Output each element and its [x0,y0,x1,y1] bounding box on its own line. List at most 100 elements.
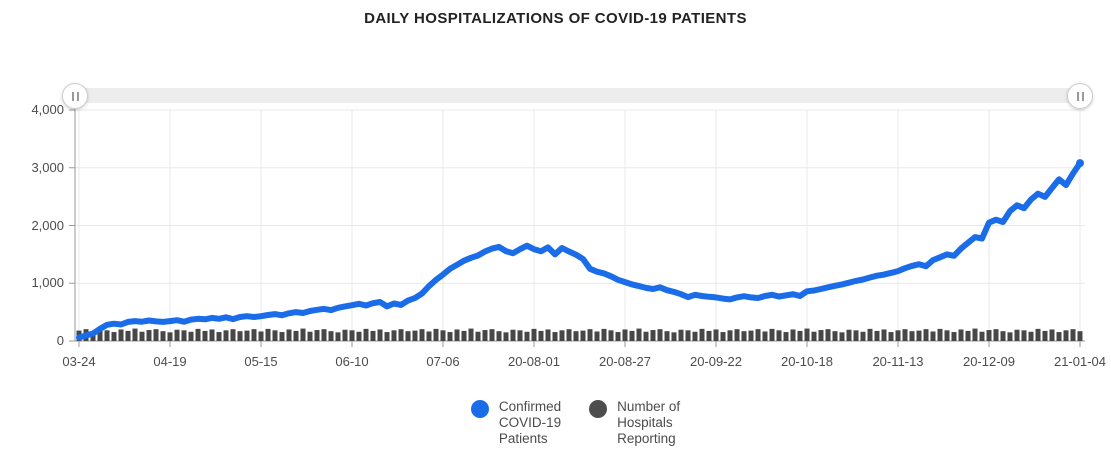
hospitals-bar [601,328,607,341]
legend: Confirmed COVID-19 Patients Number of Ho… [0,399,1111,447]
hospitals-bar [678,329,684,341]
hospitals-bar [104,330,110,341]
hospitals-bar [461,330,467,341]
range-slider-handle-left[interactable] [62,83,88,109]
legend-label-hospitals: Number of Hospitals Reporting [617,399,681,446]
hospitals-bar [482,330,488,341]
hospitals-bar [664,331,670,341]
range-slider-handle-right[interactable] [1067,83,1093,109]
hospitals-bar [748,330,754,341]
hospitals-bar [300,328,306,341]
hospitals-bar [342,329,348,341]
grip-icon [71,91,74,101]
hospitals-bar [944,330,950,341]
hospitals-bar [573,331,579,341]
grip-icon [76,91,79,101]
hospitals-bar [846,329,852,341]
hospitals-bar [391,330,397,341]
hospitals-bar [874,330,880,341]
range-slider-track[interactable] [75,88,1081,103]
hospitals-bar [293,330,299,341]
hospitals-bar [433,328,439,341]
hospitals-bar [202,330,208,341]
hospitals-series-marker-icon [589,400,608,418]
hospitals-bar [412,330,418,341]
hospitals-bar [377,329,383,341]
hospitals-bar [1063,330,1069,341]
hospitals-bar [825,329,831,341]
hospitals-bar [181,330,187,341]
hospitals-bar [489,329,495,341]
hospitals-bar [769,328,775,341]
hospitals-bar [713,329,719,341]
hospitals-bar [916,330,922,341]
hospitals-bar [699,328,705,341]
hospitals-bar [132,328,138,341]
hospitals-bar [1021,330,1027,341]
hospitals-bar [510,329,516,341]
hospitals-bar [629,330,635,341]
hospitals-bar [321,329,327,341]
hospitals-bar [559,330,565,341]
hospitals-bar [818,330,824,341]
hospitals-bar [517,330,523,341]
hospitals-bar [671,332,677,341]
hospitals-bar [1070,329,1076,341]
hospitals-bar [545,329,551,341]
hospitals-bar [650,330,656,341]
hospitals-bar [860,331,866,341]
hospitals-bar [762,331,768,341]
hospitals-bar [636,328,642,341]
hospitals-bar [615,332,621,341]
hospitals-bar [97,328,103,341]
hospitals-bar [1014,329,1020,341]
hospitals-bar [223,330,229,341]
hospitals-bar [398,329,404,341]
hospitals-bar [349,330,355,341]
hospitals-bar [174,329,180,341]
hospitals-bar [370,330,376,341]
hospitals-bar [741,331,747,341]
legend-label-confirmed: Confirmed COVID-19 Patients [498,399,562,446]
hospitals-bar [440,330,446,341]
hospitals-bar [790,329,796,341]
hospitals-bar [153,329,159,341]
hospitals-bar [706,330,712,341]
hospitals-bar [328,331,334,341]
legend-item-confirmed[interactable]: Confirmed COVID-19 Patients [470,399,562,447]
hospitals-bar [811,331,817,341]
hospitals-bar [895,330,901,341]
hospitals-bar [1035,328,1041,341]
hospitals-bar [888,332,894,341]
hospitals-bar [146,330,152,341]
hospitals-bar [685,330,691,341]
hospitals-bar [1049,329,1055,341]
hospitals-bar [454,329,460,341]
hospitals-bar [986,330,992,341]
legend-item-hospitals[interactable]: Number of Hospitals Reporting [589,399,680,447]
hospitals-bar [167,332,173,341]
hospitals-bar [727,330,733,341]
hospitals-bar [335,332,341,341]
hospitals-bar [524,331,530,341]
hospitals-bar [1056,332,1062,341]
grip-icon [1081,91,1084,101]
hospitals-bar [804,328,810,341]
hospitals-bar [503,332,509,341]
hospitals-bar [797,330,803,341]
hospitals-bar [972,328,978,341]
hospitals-bar [237,331,243,341]
hospitals-bar [692,331,698,341]
hospitals-bar [118,329,124,341]
chart-title: DAILY HOSPITALIZATIONS OF COVID-19 PATIE… [364,10,747,27]
hospitals-bar [279,332,285,341]
hospitals-bar [496,331,502,341]
hospitals-bar [111,332,117,341]
hospitals-bar [244,330,250,341]
hospitals-bar [314,330,320,341]
hospitals-bar [1007,332,1013,341]
hospitals-bar [720,332,726,341]
hospitals-bar [979,331,985,341]
hospitals-bar [643,331,649,341]
